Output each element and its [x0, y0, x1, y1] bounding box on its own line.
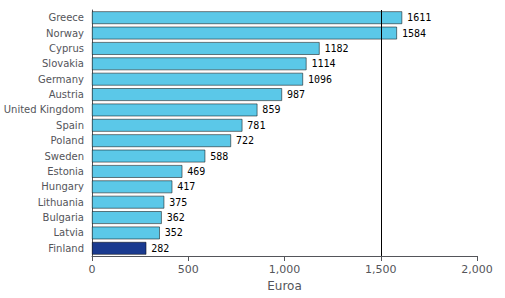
- svg-text:Germany: Germany: [38, 74, 84, 85]
- svg-text:1584: 1584: [402, 28, 426, 39]
- svg-text:722: 722: [236, 135, 254, 146]
- svg-text:1182: 1182: [325, 43, 349, 54]
- svg-text:1096: 1096: [308, 74, 332, 85]
- svg-text:362: 362: [167, 212, 185, 223]
- svg-text:Cyprus: Cyprus: [49, 43, 84, 54]
- svg-text:2,000: 2,000: [461, 263, 493, 276]
- svg-text:781: 781: [247, 120, 265, 131]
- svg-text:987: 987: [287, 89, 305, 100]
- svg-text:1,000: 1,000: [269, 263, 301, 276]
- svg-text:Hungary: Hungary: [41, 181, 84, 192]
- svg-text:282: 282: [151, 243, 169, 254]
- svg-text:Norway: Norway: [46, 28, 84, 39]
- svg-text:Euroa: Euroa: [267, 279, 302, 293]
- svg-text:469: 469: [187, 166, 205, 177]
- svg-text:1114: 1114: [311, 58, 335, 69]
- svg-text:588: 588: [210, 151, 228, 162]
- svg-text:352: 352: [165, 227, 183, 238]
- svg-text:375: 375: [169, 197, 187, 208]
- svg-text:859: 859: [262, 104, 280, 115]
- svg-text:Estonia: Estonia: [47, 166, 84, 177]
- svg-text:Slovakia: Slovakia: [42, 58, 84, 69]
- svg-text:Finland: Finland: [48, 243, 84, 254]
- svg-text:1611: 1611: [407, 12, 431, 23]
- svg-text:Greece: Greece: [48, 12, 84, 23]
- svg-text:Lithuania: Lithuania: [38, 197, 84, 208]
- svg-text:1,500: 1,500: [365, 263, 397, 276]
- svg-text:Latvia: Latvia: [54, 227, 84, 238]
- svg-text:417: 417: [177, 181, 195, 192]
- svg-text:500: 500: [178, 263, 199, 276]
- svg-text:0: 0: [89, 263, 96, 276]
- svg-text:Austria: Austria: [49, 89, 84, 100]
- svg-text:United Kingdom: United Kingdom: [4, 104, 84, 115]
- svg-text:Bulgaria: Bulgaria: [43, 212, 84, 223]
- svg-text:Spain: Spain: [56, 120, 84, 131]
- svg-text:Sweden: Sweden: [44, 151, 84, 162]
- svg-text:Poland: Poland: [51, 135, 84, 146]
